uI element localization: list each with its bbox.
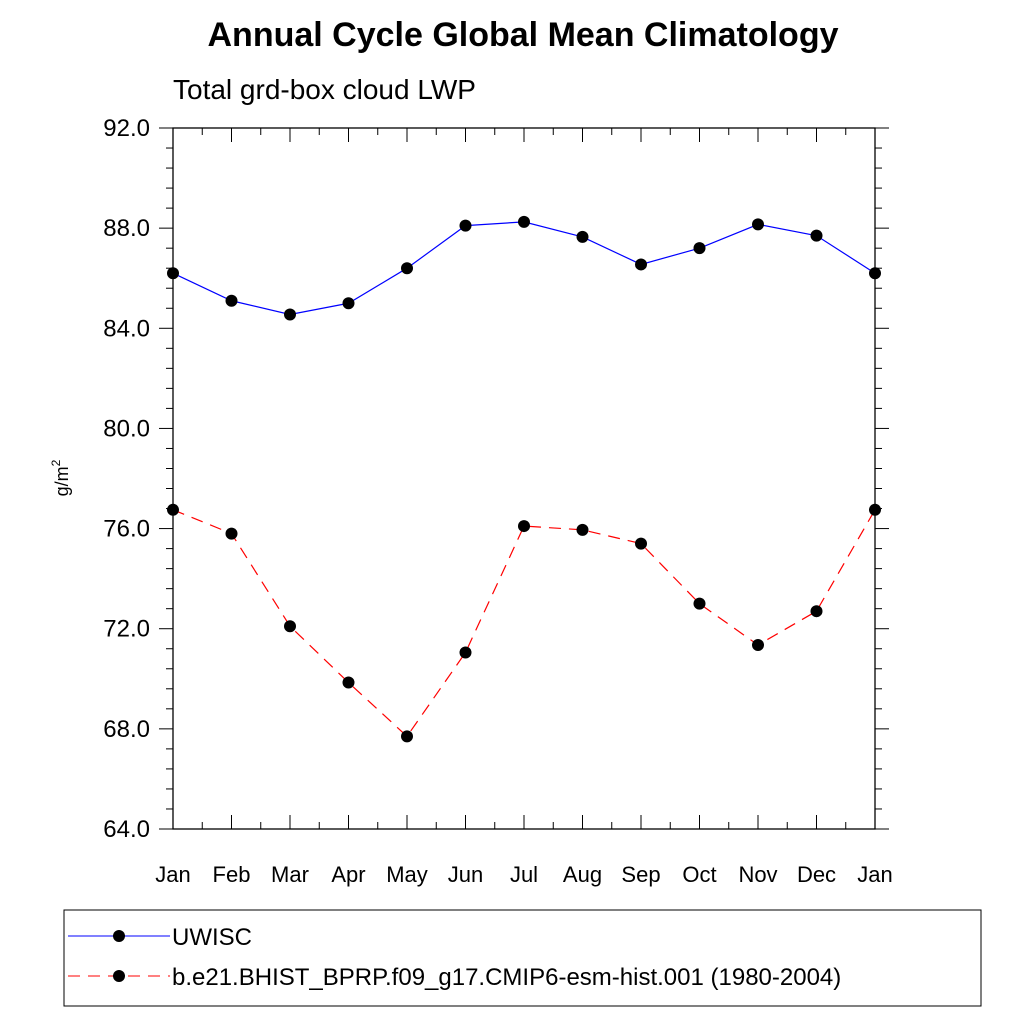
x-tick-label: Oct	[682, 862, 716, 887]
series-1-point	[225, 527, 238, 540]
series-1-point	[869, 503, 881, 516]
x-tick-label: Apr	[331, 862, 365, 887]
series-0-point	[576, 230, 589, 243]
series-1-point	[635, 537, 647, 550]
series-1-point	[401, 730, 413, 743]
series-0-point	[869, 267, 881, 280]
x-tick-label: Jul	[510, 862, 538, 887]
y-tick-labels: 64.0 68.0 72.0 76.0 80.0 84.0 88.0 92.0	[103, 115, 150, 843]
legend-item-cesm: b.e21.BHIST_BPRP.f09_g17.CMIP6-esm-hist.…	[68, 964, 841, 991]
legend-box	[63, 909, 982, 1007]
series-1-point	[693, 597, 706, 610]
series-1-point	[167, 503, 179, 516]
series-1-point	[810, 605, 823, 618]
series-0-point	[225, 294, 238, 307]
legend-label-cesm: b.e21.BHIST_BPRP.f09_g17.CMIP6-esm-hist.…	[172, 964, 841, 991]
series-0-point	[342, 297, 355, 310]
legend-label-uwisc: UWISC	[172, 924, 252, 951]
x-tick-label: Feb	[213, 862, 251, 887]
x-tick-label: Sep	[621, 862, 660, 887]
y-tick-label: 80.0	[103, 415, 150, 442]
legend-item-uwisc: UWISC	[68, 924, 252, 951]
series-1-point	[752, 638, 764, 651]
x-tick-label: Mar	[271, 862, 309, 887]
x-tick-label: Nov	[738, 862, 777, 887]
series-layer	[167, 215, 881, 743]
y-tick-label: 72.0	[103, 616, 150, 643]
series-line-0	[172, 221, 876, 316]
y-tick-label: 84.0	[103, 315, 150, 342]
axis-ticks	[159, 127, 889, 830]
series-1-point	[459, 646, 472, 659]
series-1-point	[342, 676, 355, 689]
series-0-point	[518, 215, 530, 228]
series-0-point	[459, 219, 472, 232]
series-1-point	[518, 520, 530, 533]
series-1-point	[284, 620, 296, 633]
chart-title: Annual Cycle Global Mean Climatology	[208, 16, 839, 54]
series-0-point	[635, 258, 647, 271]
x-tick-label: Dec	[797, 862, 836, 887]
series-0-point	[284, 308, 296, 321]
x-tick-labels: Jan Feb Mar Apr May Jun Jul Aug Sep Oct Nov Dec Jan	[155, 862, 892, 887]
y-tick-label: 88.0	[103, 215, 150, 242]
legend-marker-uwisc	[113, 930, 125, 942]
y-axis-label-sup: 2	[49, 459, 63, 466]
legend-marker-cesm	[113, 970, 125, 982]
y-tick-label: 68.0	[103, 716, 150, 743]
y-axis-label-base: g/m	[52, 466, 72, 496]
y-tick-label: 92.0	[103, 115, 150, 142]
y-axis-label: g/m2	[49, 459, 72, 496]
x-tick-label: Jan	[155, 862, 190, 887]
chart-subtitle: Total grd-box cloud LWP	[173, 74, 476, 105]
series-line-1	[172, 509, 876, 738]
series-0-point	[810, 229, 823, 242]
series-0-point	[693, 242, 706, 255]
x-tick-label: Jun	[448, 862, 483, 887]
series-0-point	[752, 218, 764, 231]
x-tick-label: Jan	[857, 862, 892, 887]
svg-text:g/m2: g/m2	[49, 459, 72, 496]
series-0-point	[167, 267, 179, 280]
x-tick-label: May	[386, 862, 428, 887]
y-tick-label: 64.0	[103, 816, 150, 843]
series-0-point	[401, 262, 413, 275]
series-1-point	[576, 523, 589, 536]
x-tick-label: Aug	[563, 862, 602, 887]
plot-frame	[172, 127, 876, 830]
y-tick-label: 76.0	[103, 516, 150, 543]
